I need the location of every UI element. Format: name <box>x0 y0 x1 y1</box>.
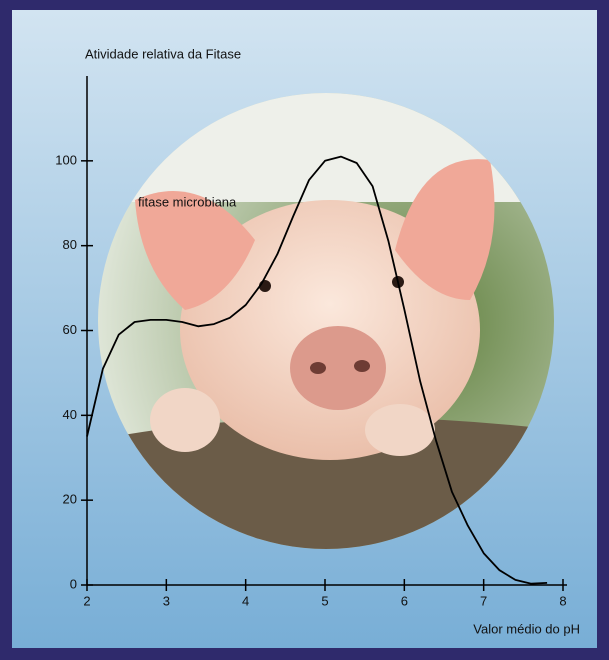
y-tick-label: 0 <box>70 576 77 591</box>
y-tick-label: 60 <box>63 322 77 337</box>
x-tick-label: 3 <box>163 593 170 608</box>
y-tick-label: 40 <box>63 407 77 422</box>
x-tick-label: 5 <box>321 593 328 608</box>
annotation: fitase microbiana <box>138 194 237 209</box>
x-tick-label: 2 <box>83 593 90 608</box>
y-tick-label: 80 <box>63 237 77 252</box>
x-axis-label: Valor médio do pH <box>473 621 580 636</box>
x-tick-label: 6 <box>401 593 408 608</box>
data-line <box>86 155 548 585</box>
x-tick-label: 4 <box>242 593 249 608</box>
x-tick-label: 8 <box>559 593 566 608</box>
x-tick-label: 7 <box>480 593 487 608</box>
chart-title: Atividade relativa da Fitase <box>85 46 241 61</box>
y-tick-label: 20 <box>63 492 77 507</box>
y-tick-label: 100 <box>55 152 77 167</box>
